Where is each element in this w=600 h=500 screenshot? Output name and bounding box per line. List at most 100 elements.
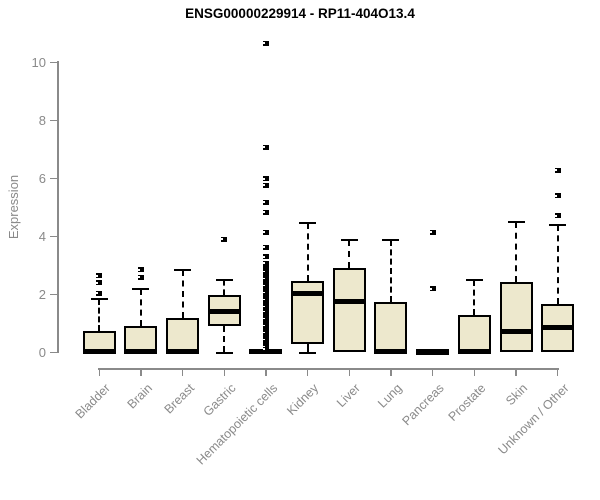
x-axis-tick: [181, 368, 184, 376]
x-axis-tick: [140, 368, 142, 376]
outlier-point: [262, 199, 269, 205]
y-axis-tick: [50, 119, 57, 122]
lower-whisker: [306, 343, 309, 353]
upper-whisker-cap: [382, 238, 400, 241]
median-line: [291, 290, 325, 296]
outlier-point: [554, 167, 561, 173]
median-line: [457, 348, 491, 354]
y-tick-label: 6: [38, 170, 46, 186]
median-line: [124, 348, 158, 354]
box-rect: [332, 268, 366, 353]
x-tick-label: Pancreas: [399, 381, 447, 429]
lower-whisker-cap: [215, 351, 233, 354]
upper-whisker-cap: [549, 223, 567, 226]
y-tick-label: 8: [38, 112, 46, 128]
outlier-point: [96, 273, 103, 279]
median-line: [166, 348, 200, 354]
upper-whisker: [181, 269, 184, 318]
x-axis-tick: [431, 368, 434, 376]
upper-whisker-cap: [90, 297, 108, 300]
upper-whisker-cap: [507, 221, 525, 223]
upper-whisker: [515, 222, 517, 283]
x-axis-tick: [265, 368, 267, 376]
outlier-point: [429, 229, 436, 235]
median-line: [207, 309, 241, 315]
outlier-point: [137, 274, 144, 280]
outlier-point: [262, 176, 269, 182]
upper-whisker: [473, 280, 476, 316]
x-tick-label: Kidney: [284, 381, 322, 418]
upper-whisker: [139, 288, 142, 327]
y-axis-tick: [50, 177, 57, 180]
x-axis-tick: [556, 368, 559, 376]
x-axis-tick: [223, 368, 226, 376]
upper-whisker: [556, 224, 559, 304]
x-axis-tick: [306, 368, 309, 376]
outlier-point: [554, 213, 561, 219]
x-axis-tick: [98, 368, 101, 376]
x-tick-label: Gastric: [200, 381, 239, 419]
outlier-point: [554, 193, 561, 199]
median-line: [416, 349, 450, 355]
median-line: [499, 328, 533, 334]
y-axis-line: [57, 61, 59, 353]
median-line: [541, 325, 575, 331]
y-tick-label: 2: [38, 286, 46, 302]
box-rect: [499, 282, 533, 353]
x-tick-label: Prostate: [445, 381, 489, 424]
x-axis-tick: [515, 368, 517, 376]
box-rect: [374, 302, 408, 353]
chart-title: ENSG00000229914 - RP11-404O13.4: [185, 6, 415, 21]
x-axis-tick: [348, 368, 351, 376]
median-line: [332, 299, 366, 305]
outlier-point: [262, 144, 269, 150]
median-line: [82, 348, 116, 354]
upper-whisker-cap: [299, 222, 317, 225]
upper-whisker-cap: [174, 268, 192, 271]
x-axis-line: [97, 368, 560, 370]
outlier-point: [262, 209, 269, 215]
y-axis-tick: [50, 293, 57, 296]
x-tick-label: Hematopoietic cells: [193, 381, 280, 468]
outlier-point: [429, 286, 436, 292]
upper-whisker: [389, 239, 392, 303]
y-tick-label: 0: [38, 344, 46, 360]
outlier-point: [96, 280, 103, 286]
outlier-point: [262, 254, 269, 259]
outlier-point: [262, 182, 269, 188]
outlier-point: [262, 40, 269, 46]
outlier-point: [262, 260, 269, 266]
outlier-point: [262, 346, 269, 352]
x-tick-label: Breast: [161, 381, 197, 417]
y-axis-tick: [50, 235, 57, 238]
upper-whisker: [348, 239, 351, 269]
upper-whisker-cap: [215, 279, 233, 281]
upper-whisker: [223, 280, 226, 295]
outlier-point: [262, 229, 269, 235]
x-tick-label: Bladder: [72, 381, 114, 422]
y-tick-label: 10: [31, 54, 46, 70]
upper-whisker: [98, 298, 101, 331]
lower-whisker: [223, 326, 226, 353]
box-rect: [457, 315, 491, 353]
x-tick-label: Liver: [334, 381, 364, 411]
upper-whisker-cap: [465, 279, 483, 281]
outlier-point: [137, 267, 144, 273]
lower-whisker-cap: [299, 351, 317, 354]
y-axis-label: Expression: [6, 174, 21, 240]
x-tick-label: Lung: [375, 381, 405, 411]
x-tick-label: Skin: [502, 381, 530, 409]
upper-whisker-cap: [132, 287, 150, 290]
upper-whisker: [306, 223, 309, 281]
outlier-point: [262, 244, 269, 250]
y-axis-tick: [50, 351, 57, 354]
y-tick-label: 4: [38, 228, 46, 244]
median-line: [374, 348, 408, 354]
y-axis-tick: [50, 61, 57, 64]
x-tick-label: Brain: [124, 381, 155, 412]
x-axis-tick: [390, 368, 392, 376]
outlier-point: [221, 236, 228, 242]
median-line: [249, 349, 283, 355]
x-axis-tick: [473, 368, 476, 376]
